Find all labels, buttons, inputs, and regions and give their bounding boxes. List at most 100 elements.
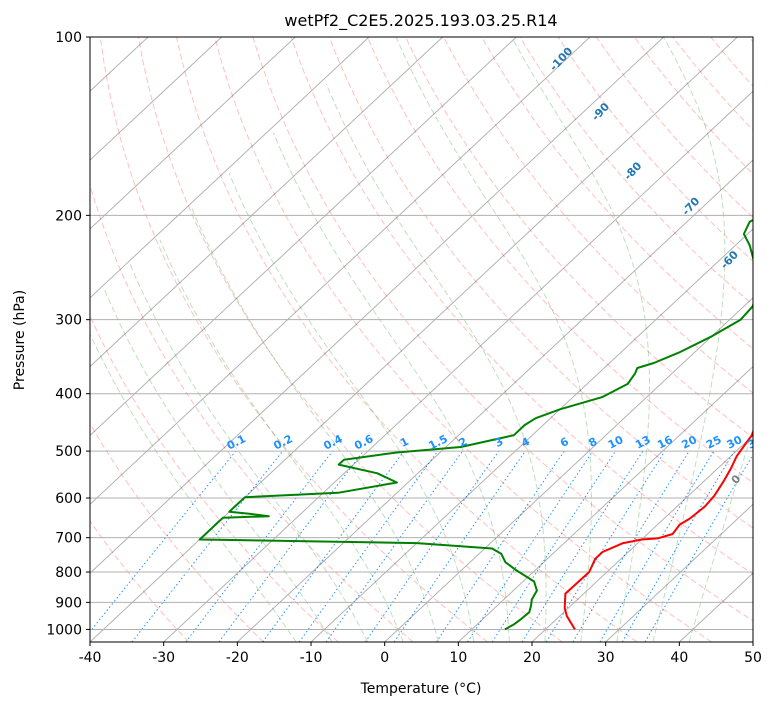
isotherm <box>531 434 753 642</box>
mixing-ratio-line <box>218 450 364 642</box>
y-axis: 100 200 300 400 500 600 700 800 900 1000 <box>46 30 90 638</box>
mixing-ratio-line <box>435 450 565 642</box>
pressure-gridlines <box>90 37 753 630</box>
isotherm <box>605 503 753 642</box>
moist-adiabat <box>159 239 404 642</box>
x-axis: -40 -30 -20 -10 0 10 20 30 40 50 <box>79 642 762 666</box>
moist-adiabat <box>103 287 333 642</box>
x-tick-label: 0 <box>380 650 389 666</box>
isotherm <box>90 37 517 437</box>
x-tick-label: -10 <box>300 650 323 666</box>
mixing-ratio-line <box>131 450 283 642</box>
isotherm <box>457 365 753 642</box>
mixing-ratio-label: 25 <box>704 433 724 452</box>
mixing-ratio-line <box>467 450 594 642</box>
isotherm <box>90 37 370 299</box>
dry-adiabat <box>481 37 753 350</box>
dry-adiabat <box>405 37 753 439</box>
moist-adiabat <box>395 37 592 642</box>
mixing-ratio-label: 30 <box>725 433 745 452</box>
mixing-ratio-label: 13 <box>633 433 653 452</box>
dry-adiabat <box>214 37 712 642</box>
dry-adiabat <box>595 37 753 219</box>
mixing-ratio-label: 20 <box>679 433 699 452</box>
profiles <box>198 218 753 631</box>
y-tick-label: 700 <box>55 531 82 547</box>
x-tick-label: -40 <box>79 650 102 666</box>
y-tick-label: 200 <box>55 208 82 224</box>
y-tick-label: 500 <box>55 444 82 460</box>
isotherm <box>236 159 753 642</box>
y-tick-label: 400 <box>55 387 82 403</box>
dry-adiabat <box>90 520 190 642</box>
y-tick-label: 800 <box>55 565 82 581</box>
moist-adiabat <box>325 83 547 642</box>
y-tick-label: 900 <box>55 595 82 611</box>
x-tick-label: 50 <box>744 650 762 666</box>
mixing-ratio-line <box>545 450 666 642</box>
isotherm <box>90 37 223 161</box>
moist-adiabat <box>90 332 297 642</box>
mixing-ratio-label: 0.4 <box>321 432 345 453</box>
plot-frame <box>89 36 754 643</box>
x-tick-label: 30 <box>597 650 615 666</box>
temperature-label: -100 <box>547 44 576 73</box>
mixing-ratio-label: 0.6 <box>352 432 376 453</box>
isotherm <box>678 572 753 642</box>
isotherm <box>90 37 444 368</box>
isotherm <box>90 37 591 505</box>
mixing-ratio-line <box>325 450 464 642</box>
isotherm <box>310 228 753 642</box>
mixing-ratio-label: 6 <box>558 435 571 450</box>
mixing-ratio-label: 36 <box>745 433 765 452</box>
mixing-ratio-line <box>298 450 439 642</box>
mixing-ratio-label: 0.1 <box>225 432 248 452</box>
dry-adiabat <box>519 37 753 306</box>
dry-adiabat <box>252 37 753 622</box>
isotherm <box>90 37 665 574</box>
isotherm <box>163 90 753 642</box>
mixing-ratio-label: 10 <box>606 433 626 452</box>
mixing-ratio-line <box>521 450 644 642</box>
chart-title: wetPf2_C2E5.2025.193.03.25.R14 <box>284 11 557 31</box>
dry-adiabat <box>90 314 339 642</box>
moist-adiabat <box>511 37 650 642</box>
temperature-label: -70 <box>679 195 702 219</box>
mixing-ratio-line <box>90 450 237 633</box>
mixing-ratio-line <box>491 450 616 642</box>
dry-adiabat <box>290 37 753 575</box>
mixing-ratio-label: 8 <box>587 435 600 450</box>
isotherm <box>90 37 738 642</box>
reference-lines <box>90 37 753 642</box>
mixing-ratio-line <box>393 450 526 642</box>
temperature-label: -60 <box>718 248 741 272</box>
x-tick-label: 20 <box>523 650 541 666</box>
x-axis-label: Temperature (°C) <box>360 681 482 697</box>
y-tick-label: 600 <box>55 491 82 507</box>
mixing-ratio-line <box>572 450 690 642</box>
y-tick-label: 300 <box>55 313 82 329</box>
mixing-ratio-line <box>185 450 333 642</box>
dry-adiabat <box>90 422 264 642</box>
moist-adiabat <box>688 426 753 642</box>
mixing-ratio-line <box>262 450 405 642</box>
isotherm <box>752 641 753 642</box>
moist-adiabat <box>128 262 369 642</box>
temperature-label: -50 <box>771 288 775 312</box>
x-tick-label: -20 <box>226 650 249 666</box>
mixing-ratio-label: 16 <box>655 433 675 452</box>
isotherm <box>384 297 753 642</box>
x-tick-label: 10 <box>449 650 467 666</box>
y-tick-label: 1000 <box>46 622 82 638</box>
dry-adiabat <box>366 37 753 484</box>
dewpoint-profile <box>198 218 753 631</box>
x-tick-label: 40 <box>670 650 688 666</box>
y-tick-label: 100 <box>55 30 82 46</box>
mixing-ratio-label: 1.5 <box>427 432 450 452</box>
dry-adiabat <box>328 37 753 529</box>
dry-adiabat <box>137 37 563 642</box>
mixing-ratio-line <box>364 450 500 642</box>
moist-adiabat <box>191 208 439 642</box>
temperature-profile <box>563 429 753 630</box>
